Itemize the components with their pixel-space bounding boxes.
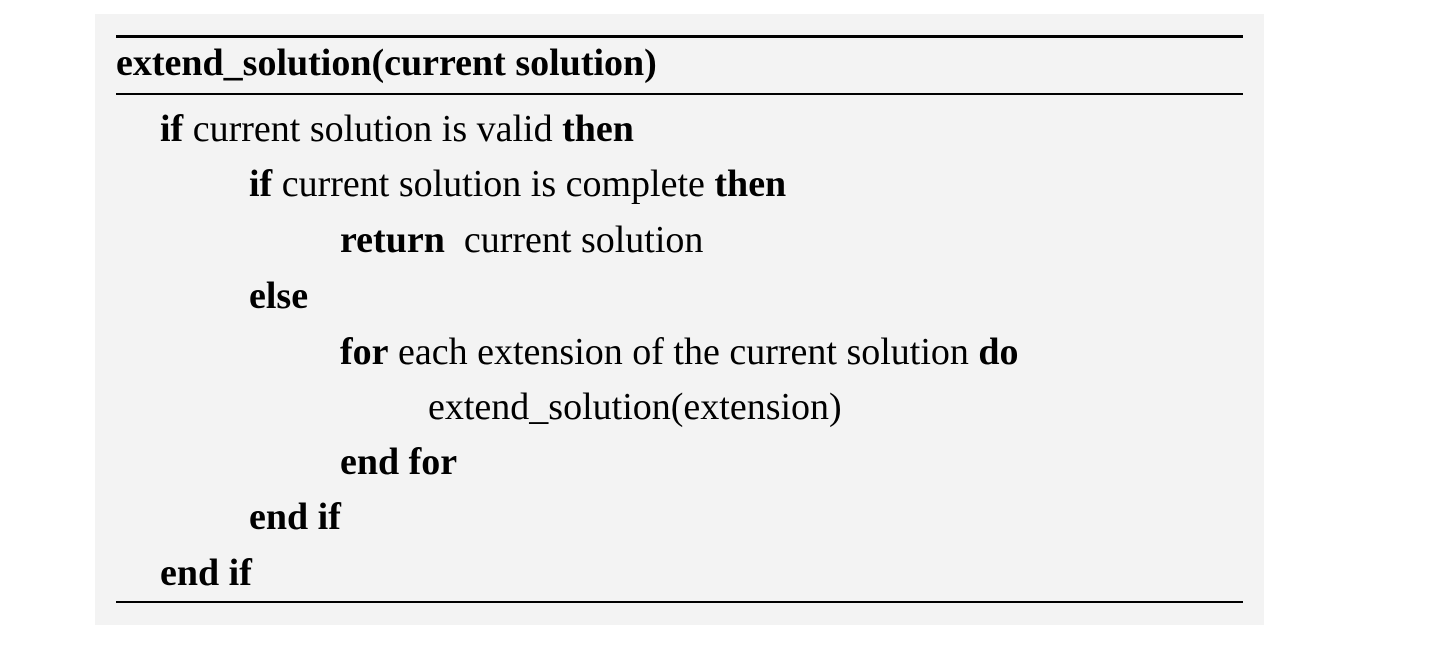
algorithm-title: extend_solution(current solution) [116, 42, 657, 84]
bottom-rule [116, 601, 1243, 603]
keyword-if: if [249, 163, 273, 205]
algorithm-line-5: for each extension of the current soluti… [340, 330, 1019, 374]
line-text: each extension of the current solution [388, 331, 979, 373]
keyword-do: do [978, 331, 1019, 373]
header-rule [116, 93, 1243, 95]
keyword-else: else [249, 275, 309, 317]
algorithm-line-6: extend_solution(extension) [428, 385, 842, 429]
algorithm-line-4: else [249, 274, 308, 318]
algorithm-line-2: if current solution is complete then [249, 162, 786, 206]
algorithm-line-3: return current solution [340, 218, 703, 262]
keyword-if: if [160, 108, 184, 150]
keyword-then: then [562, 108, 634, 150]
algorithm-line-7: end for [340, 440, 457, 484]
line-text: current solution [444, 219, 704, 261]
algorithm-line-8: end if [249, 495, 341, 539]
keyword-end-if: end if [160, 552, 252, 594]
keyword-end-if: end if [249, 496, 341, 538]
top-rule [116, 35, 1243, 38]
line-text: current solution is valid [183, 108, 563, 150]
line-text: extend_solution(extension) [428, 386, 842, 428]
keyword-for: for [340, 331, 389, 373]
algorithm-line-1: if current solution is valid then [160, 107, 634, 151]
algorithm-line-9: end if [160, 551, 252, 595]
keyword-then: then [714, 163, 787, 205]
algorithm-panel [95, 14, 1264, 625]
keyword-return: return [340, 219, 445, 261]
keyword-end-for: end for [340, 441, 458, 483]
line-text: current solution is complete [272, 163, 715, 205]
